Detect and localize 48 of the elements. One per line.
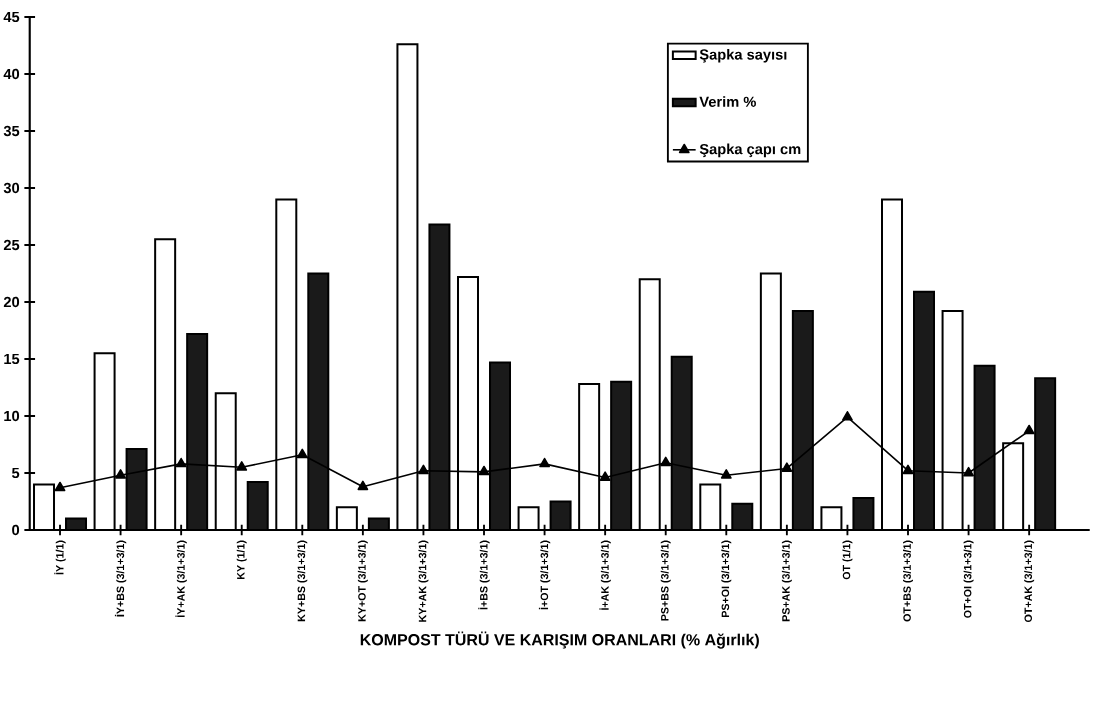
x-tick-label: KY+BS (3/1+3/1) [297, 540, 308, 622]
point [54, 481, 66, 492]
y-tick-label: 35 [3, 125, 20, 137]
point [963, 466, 974, 477]
x-tick-label: KY+AK (3/1+3/1) [418, 540, 429, 622]
legend-label: Şapka çapı cm [699, 143, 801, 158]
x-tick-label: PS+BS (3/1+3/1) [660, 540, 671, 621]
y-tick-label: 5 [11, 467, 20, 479]
x-tick-label: PS+OI (3/1+3/1) [721, 540, 732, 617]
x-axis-title: KOMPOST TÜRÜ VE KARIŞIM ORANLARI (% Ağırlık) [360, 631, 759, 649]
point [599, 471, 611, 482]
point [418, 464, 429, 475]
y-tick-label: 20 [3, 296, 20, 308]
x-tick-label: PS+AK (3/1+3/1) [781, 540, 792, 622]
y-tick-label: 15 [4, 353, 20, 365]
point [902, 464, 914, 475]
y-tick-label: 10 [4, 410, 20, 422]
point [478, 465, 490, 476]
legend-label: Verim % [699, 96, 756, 107]
legend-label: Şapka sayısı [699, 48, 787, 63]
x-tick-label: OT+OI (3/1+3/1) [963, 540, 974, 618]
point [720, 469, 732, 479]
y-tick-label: 25 [3, 239, 20, 251]
point [539, 457, 550, 468]
x-tick-label: OT+AK (3/1+3/1) [1024, 540, 1035, 622]
x-tick-label: KY (1/1) [236, 540, 247, 580]
point [781, 462, 793, 472]
x-tick-label: İ+AK (3/1+3/1) [599, 540, 611, 610]
y-tick-label: 40 [3, 68, 20, 80]
x-tick-label: İ+OT (3/1+3/1) [538, 540, 551, 610]
point [1023, 424, 1035, 435]
x-tick-label: İY+AK (3/1+3/1) [175, 540, 187, 617]
x-tick-label: İ+BS (3/1+3/1) [478, 540, 490, 610]
y-tick-label: 0 [12, 524, 20, 536]
point [115, 469, 126, 479]
y-tick-label: 45 [3, 11, 20, 23]
point [175, 457, 187, 468]
x-tick-label: OT+BS (3/1+3/1) [903, 540, 913, 622]
y-tick-label: 30 [3, 182, 20, 194]
point [296, 448, 308, 459]
x-tick-label: İY+BS (3/1+3/1) [114, 540, 127, 617]
x-tick-label: İY (1/1) [54, 540, 66, 575]
x-tick-label: KY+OT (3/1+3/1) [357, 540, 368, 622]
point [236, 461, 248, 471]
point [842, 411, 853, 421]
point [660, 456, 672, 467]
x-tick-label: OT (1/1) [842, 540, 853, 580]
point [357, 480, 369, 491]
